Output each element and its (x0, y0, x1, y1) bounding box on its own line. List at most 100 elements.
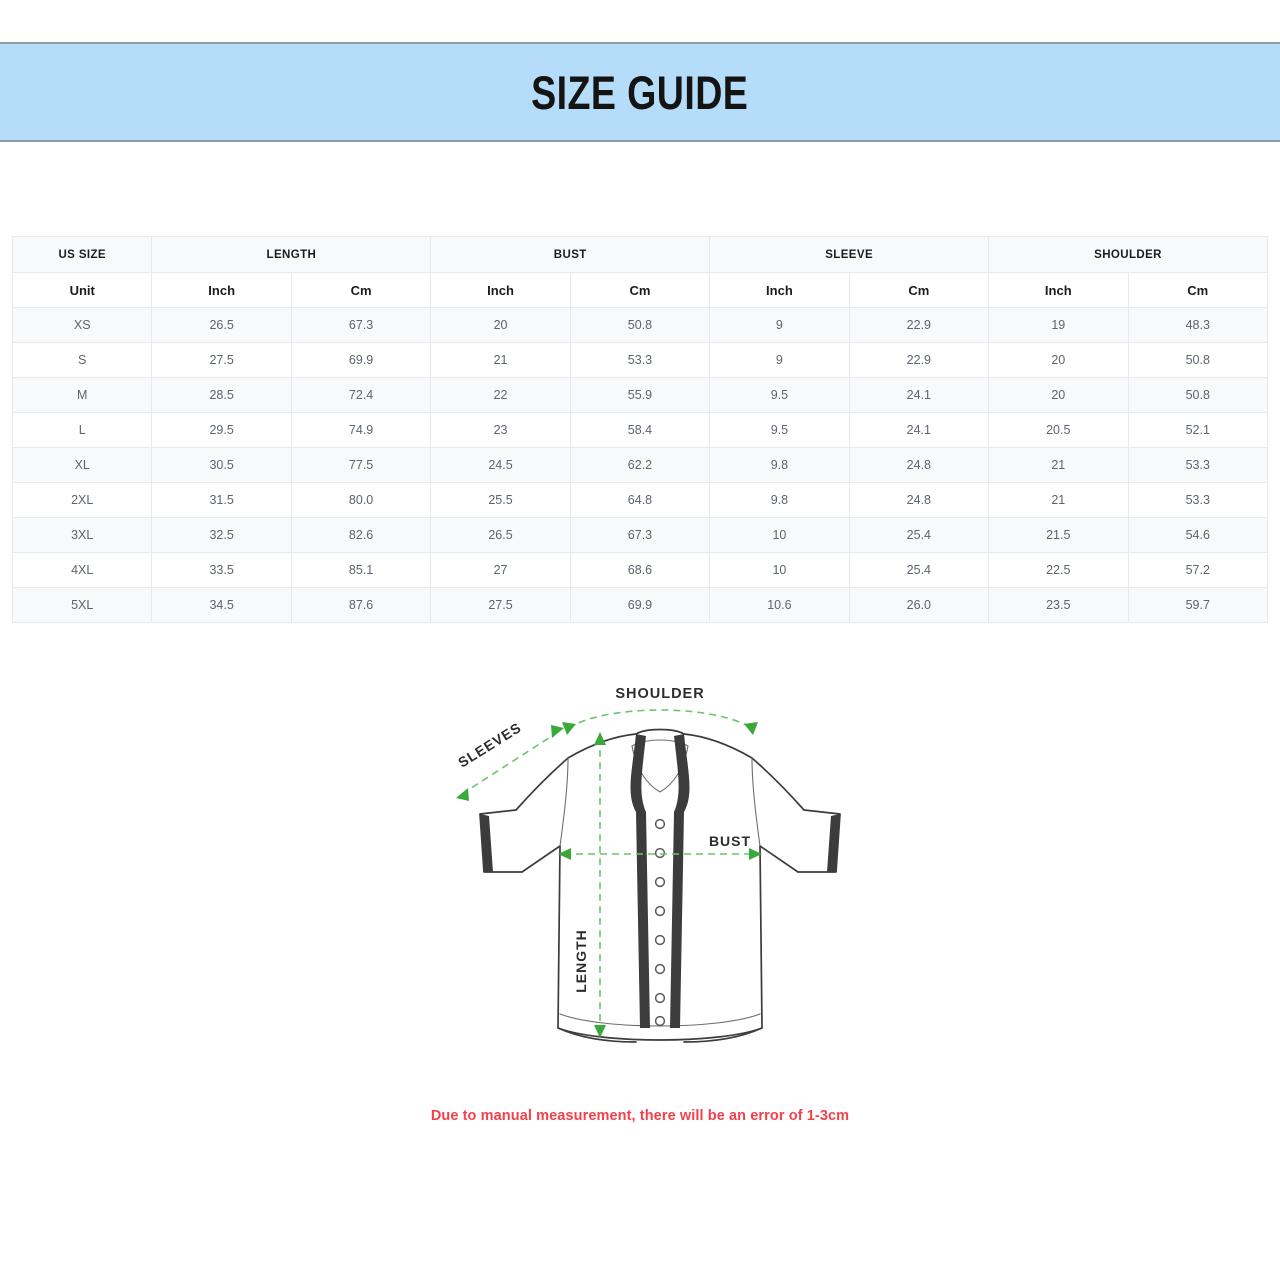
right-cuff-band (827, 814, 840, 872)
measurement-cell: 9.8 (709, 447, 850, 483)
table-row: XL 30.5 77.5 24.5 62.2 9.8 24.8 21 53.3 (11, 447, 1268, 483)
measurement-cell: 55.9 (569, 377, 711, 413)
unit-header-cell: Unit (11, 272, 153, 308)
unit-header-cell: Cm (569, 272, 711, 308)
measurement-cell: 20.5 (988, 412, 1129, 448)
measurement-cell: 25.4 (848, 552, 990, 588)
measurement-cell: 21 (988, 482, 1129, 518)
unit-header-cell: Cm (290, 272, 432, 308)
measurement-cell: 21 (988, 447, 1129, 483)
measurement-cell: 62.2 (569, 447, 711, 483)
sleeves-label: SLEEVES (455, 719, 524, 771)
measurement-cell: 54.6 (1127, 517, 1268, 553)
measurement-cell: 72.4 (290, 377, 432, 413)
placket-left-trim (630, 734, 650, 1028)
measurement-cell: 34.5 (151, 587, 292, 623)
measurement-cell: 24.5 (430, 447, 571, 483)
column-group-header: SHOULDER (988, 236, 1268, 273)
size-label-cell: XL (11, 447, 153, 483)
table-row: 5XL 34.5 87.6 27.5 69.9 10.6 26.0 23.5 59.7 (11, 587, 1268, 623)
bust-label: BUST (709, 833, 751, 849)
measurement-cell: 77.5 (290, 447, 432, 483)
measurement-cell: 22.5 (988, 552, 1129, 588)
measurement-cell: 24.8 (848, 447, 990, 483)
measurement-cell: 27 (430, 552, 571, 588)
measurement-cell: 53.3 (1127, 482, 1268, 518)
unit-header-cell: Inch (988, 272, 1129, 308)
table-body: XS 26.5 67.3 20 50.8 9 22.9 19 48.3 S 27.5 69.9 21 53… (11, 307, 1268, 623)
measurement-cell: 32.5 (151, 517, 292, 553)
shoulder-label: SHOULDER (615, 686, 704, 702)
table-row: M 28.5 72.4 22 55.9 9.5 24.1 20 50.8 (11, 377, 1268, 413)
table-row: XS 26.5 67.3 20 50.8 9 22.9 19 48.3 (11, 307, 1268, 343)
jersey-measurement-diagram: SHOULDER SLEEVES BUST LENGTH (440, 676, 880, 1086)
measurement-cell: 27.5 (151, 342, 292, 378)
size-label-cell: S (11, 342, 153, 378)
measurement-disclaimer: Due to manual measurement, there will be… (430, 1108, 850, 1124)
measurement-cell: 20 (430, 307, 571, 343)
measurement-cell: 26.5 (151, 307, 292, 343)
measurement-cell: 21.5 (988, 517, 1129, 553)
measurement-cell: 25.4 (848, 517, 990, 553)
measurement-cell: 9.5 (709, 412, 850, 448)
measurement-cell: 50.8 (1127, 342, 1268, 378)
measurement-cell: 50.8 (1127, 377, 1268, 413)
measurement-cell: 26.0 (848, 587, 990, 623)
measurement-cell: 9 (709, 307, 850, 343)
column-group-header: US SIZE (11, 236, 153, 273)
measurement-cell: 30.5 (151, 447, 292, 483)
measurement-cell: 24.1 (848, 377, 990, 413)
unit-header-row: Unit Inch Cm Inch Cm Inch Cm Inch Cm (11, 272, 1268, 308)
size-label-cell: L (11, 412, 153, 448)
measurement-cell: 53.3 (1127, 447, 1268, 483)
size-chart-table-wrapper: US SIZE LENGTH BUST SLEEVE SHOULDER Unit Inch… (11, 236, 1268, 623)
length-label: LENGTH (573, 929, 589, 993)
table-row: 4XL 33.5 85.1 27 68.6 10 25.4 22.5 57.2 (11, 552, 1268, 588)
measurement-cell: 69.9 (290, 342, 432, 378)
measurement-cell: 10.6 (709, 587, 850, 623)
size-label-cell: M (11, 377, 153, 413)
measurement-cell: 10 (709, 552, 850, 588)
size-guide-banner: SIZE GUIDE (0, 42, 1280, 142)
measurement-cell: 33.5 (151, 552, 292, 588)
measurement-cell: 59.7 (1127, 587, 1268, 623)
measurement-cell: 22.9 (848, 307, 990, 343)
measurement-cell: 19 (988, 307, 1129, 343)
measurement-cell: 67.3 (290, 307, 432, 343)
unit-header-cell: Cm (1127, 272, 1268, 308)
column-group-header: BUST (430, 236, 711, 273)
table-row: L 29.5 74.9 23 58.4 9.5 24.1 20.5 52.1 (11, 412, 1268, 448)
measurement-cell: 22.9 (848, 342, 990, 378)
measurement-cell: 29.5 (151, 412, 292, 448)
measurement-cell: 31.5 (151, 482, 292, 518)
size-label-cell: 2XL (11, 482, 153, 518)
measurement-cell: 9.5 (709, 377, 850, 413)
measurement-cell: 52.1 (1127, 412, 1268, 448)
measurement-cell: 53.3 (569, 342, 711, 378)
measurement-cell: 64.8 (569, 482, 711, 518)
measurement-cell: 26.5 (430, 517, 571, 553)
measurement-cell: 50.8 (569, 307, 711, 343)
measurement-cell: 20 (988, 342, 1129, 378)
measurement-cell: 9.8 (709, 482, 850, 518)
measurement-cell: 85.1 (290, 552, 432, 588)
page-title: SIZE GUIDE (531, 65, 749, 119)
measurement-cell: 27.5 (430, 587, 571, 623)
column-group-header: SLEEVE (709, 236, 990, 273)
table-head: US SIZE LENGTH BUST SLEEVE SHOULDER Unit Inch… (11, 236, 1268, 308)
measurement-cell: 20 (988, 377, 1129, 413)
measurement-cell: 58.4 (569, 412, 711, 448)
measurement-cell: 28.5 (151, 377, 292, 413)
size-label-cell: 4XL (11, 552, 153, 588)
measurement-cell: 67.3 (569, 517, 711, 553)
measurement-cell: 10 (709, 517, 850, 553)
size-label-cell: 3XL (11, 517, 153, 553)
group-header-row: US SIZE LENGTH BUST SLEEVE SHOULDER (11, 236, 1268, 273)
table-row: 3XL 32.5 82.6 26.5 67.3 10 25.4 21.5 54.6 (11, 517, 1268, 553)
measurement-cell: 25.5 (430, 482, 571, 518)
measurement-cell: 80.0 (290, 482, 432, 518)
left-cuff-band (480, 814, 493, 872)
measurement-cell: 23.5 (988, 587, 1129, 623)
measurement-cell: 74.9 (290, 412, 432, 448)
unit-header-cell: Inch (709, 272, 850, 308)
